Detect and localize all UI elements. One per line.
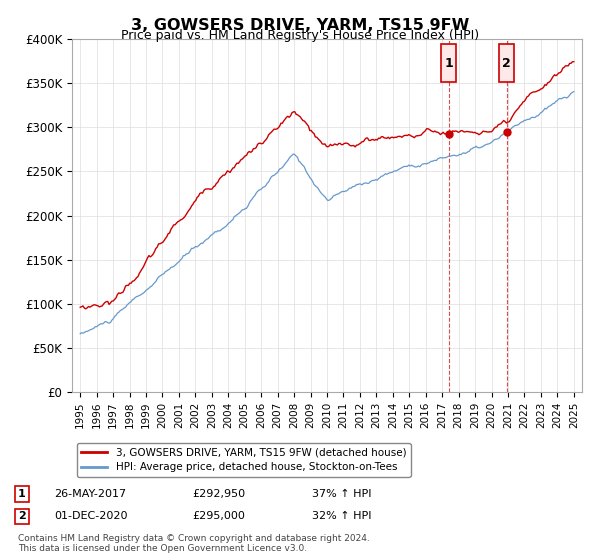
Text: £295,000: £295,000 <box>192 511 245 521</box>
Text: 01-DEC-2020: 01-DEC-2020 <box>54 511 128 521</box>
Text: 1: 1 <box>18 489 26 499</box>
Text: 26-MAY-2017: 26-MAY-2017 <box>54 489 126 499</box>
Text: Contains HM Land Registry data © Crown copyright and database right 2024.
This d: Contains HM Land Registry data © Crown c… <box>18 534 370 553</box>
Text: 1: 1 <box>445 57 453 69</box>
Legend: 3, GOWSERS DRIVE, YARM, TS15 9FW (detached house), HPI: Average price, detached : 3, GOWSERS DRIVE, YARM, TS15 9FW (detach… <box>77 443 410 477</box>
Text: 3, GOWSERS DRIVE, YARM, TS15 9FW: 3, GOWSERS DRIVE, YARM, TS15 9FW <box>131 18 469 34</box>
Text: 32% ↑ HPI: 32% ↑ HPI <box>312 511 371 521</box>
Text: £292,950: £292,950 <box>192 489 245 499</box>
Text: 2: 2 <box>18 511 26 521</box>
Text: Price paid vs. HM Land Registry's House Price Index (HPI): Price paid vs. HM Land Registry's House … <box>121 29 479 42</box>
Text: 37% ↑ HPI: 37% ↑ HPI <box>312 489 371 499</box>
Text: 2: 2 <box>502 57 511 69</box>
FancyBboxPatch shape <box>442 44 456 82</box>
FancyBboxPatch shape <box>499 44 514 82</box>
